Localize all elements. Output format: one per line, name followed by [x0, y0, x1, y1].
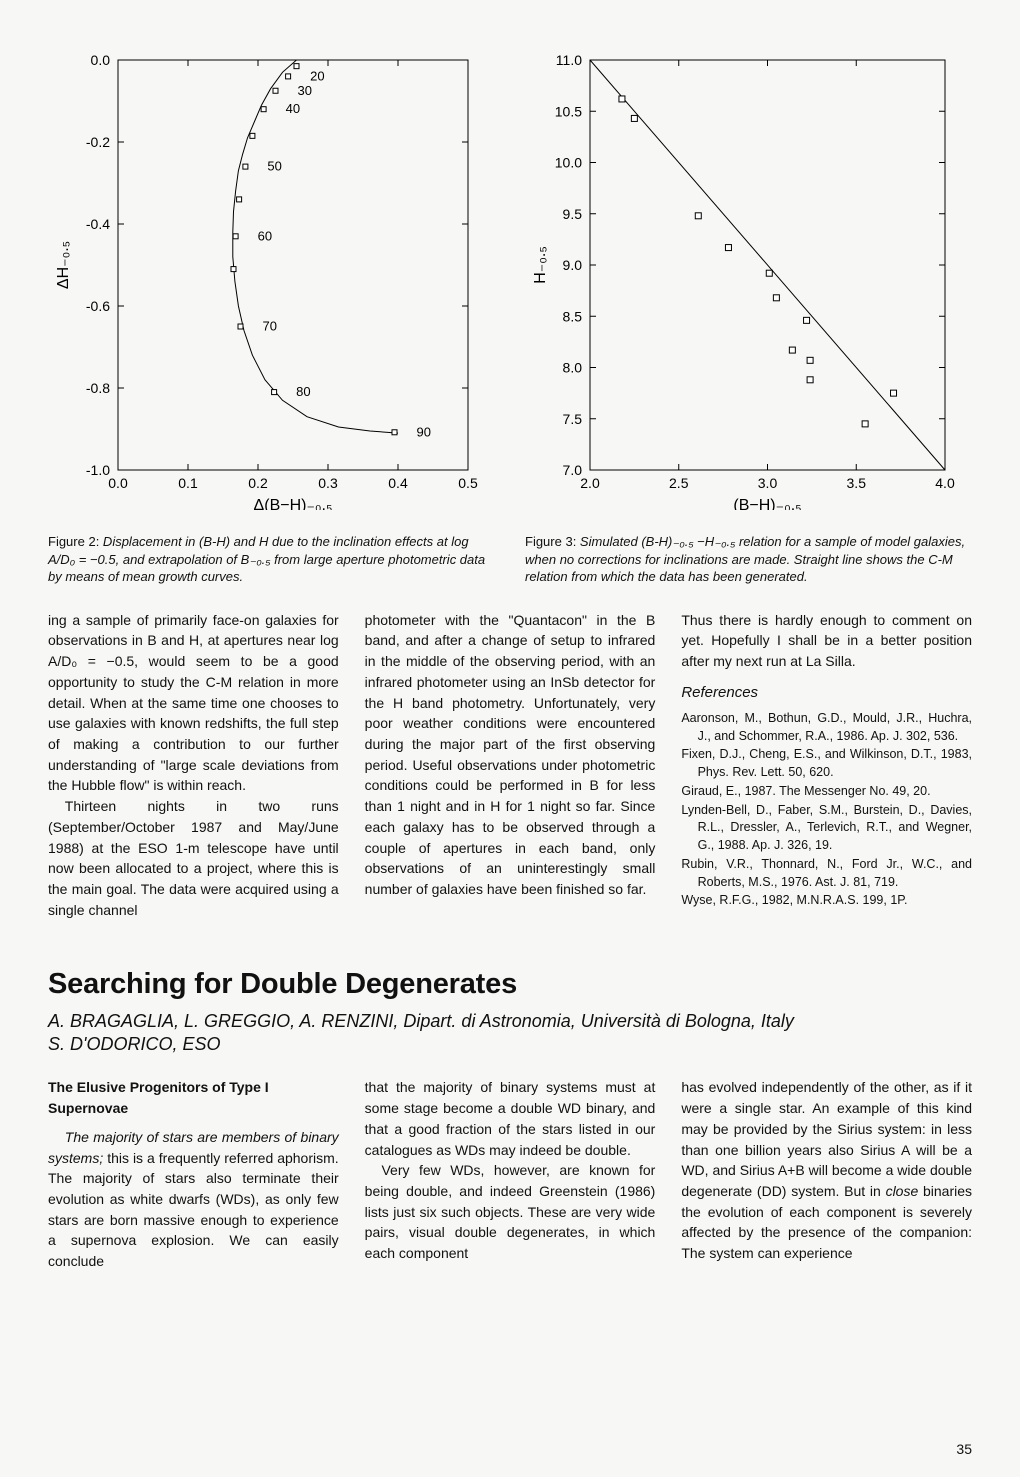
figure-captions: Figure 2: Displacement in (B-H) and H du…	[48, 525, 972, 586]
column-1: ing a sample of primarily face-on galaxi…	[48, 610, 339, 921]
figure-3-plot: 2.0 2.5 3.0 3.5 4.0 7.0 7.5 8.0 8.5 9.0 9.5 10.0 10.…	[525, 40, 965, 510]
svg-text:9.0: 9.0	[563, 257, 583, 273]
paragraph: photometer with the "Quantacon" in the B…	[365, 610, 656, 900]
italic-word: close	[886, 1183, 919, 1199]
caption-label: Figure 3:	[525, 534, 576, 549]
svg-text:0.5: 0.5	[458, 475, 478, 491]
svg-text:0.0: 0.0	[91, 52, 111, 68]
section-heading: The Elusive Progenitors of Type I Supern…	[48, 1077, 339, 1118]
svg-text:0.1: 0.1	[178, 475, 198, 491]
svg-text:4.0: 4.0	[935, 475, 955, 491]
svg-text:30: 30	[298, 83, 312, 98]
paragraph: has evolved independently of the other, …	[681, 1077, 972, 1263]
figure-2: 0.0 0.1 0.2 0.3 0.4 0.5 0.0 -0.2 -0.4 -0.6 -0.8 -1.…	[48, 40, 495, 515]
references-heading: References	[681, 682, 972, 704]
figure-3: 2.0 2.5 3.0 3.5 4.0 7.0 7.5 8.0 8.5 9.0 9.5 10.0 10.…	[525, 40, 972, 515]
svg-text:2.5: 2.5	[669, 475, 689, 491]
svg-text:60: 60	[258, 228, 272, 243]
reference-item: Aaronson, M., Bothun, G.D., Mould, J.R.,…	[681, 710, 972, 746]
text: has evolved independently of the other, …	[681, 1079, 972, 1199]
paragraph: The majority of stars are members of bin…	[48, 1127, 339, 1272]
article-title: Searching for Double Degenerates	[48, 968, 972, 1001]
svg-text:80: 80	[296, 384, 310, 399]
svg-text:70: 70	[263, 319, 277, 334]
paragraph: Very few WDs, however, are known for bei…	[365, 1160, 656, 1264]
svg-text:0.3: 0.3	[318, 475, 338, 491]
paragraph: that the majority of binary systems must…	[365, 1077, 656, 1160]
svg-text:9.5: 9.5	[563, 206, 583, 222]
caption-label: Figure 2:	[48, 534, 99, 549]
figure-3-caption: Figure 3: Simulated (B-H)₋₀.₅ −H₋₀.₅ rel…	[525, 533, 972, 586]
paragraph: ing a sample of primarily face-on galaxi…	[48, 610, 339, 796]
svg-text:-0.6: -0.6	[86, 298, 110, 314]
column-3: Thus there is hardly enough to comment o…	[681, 610, 972, 921]
body-columns: ing a sample of primarily face-on galaxi…	[48, 610, 972, 921]
svg-text:Δ(B−H)₋₀.₅: Δ(B−H)₋₀.₅	[254, 497, 333, 510]
reference-item: Lynden-Bell, D., Faber, S.M., Burstein, …	[681, 802, 972, 855]
references-list: Aaronson, M., Bothun, G.D., Mould, J.R.,…	[681, 710, 972, 910]
reference-item: Wyse, R.F.G., 1982, M.N.R.A.S. 199, 1P.	[681, 892, 972, 910]
reference-item: Rubin, V.R., Thonnard, N., Ford Jr., W.C…	[681, 856, 972, 892]
svg-text:8.0: 8.0	[563, 360, 583, 376]
svg-text:8.5: 8.5	[563, 308, 583, 324]
article2-columns: The Elusive Progenitors of Type I Supern…	[48, 1077, 972, 1271]
svg-text:2.0: 2.0	[580, 475, 600, 491]
figure-2-plot: 0.0 0.1 0.2 0.3 0.4 0.5 0.0 -0.2 -0.4 -0.6 -0.8 -1.…	[48, 40, 488, 510]
svg-text:(B−H)₋₀.₅: (B−H)₋₀.₅	[733, 497, 801, 510]
column-3: has evolved independently of the other, …	[681, 1077, 972, 1271]
svg-text:7.0: 7.0	[563, 462, 583, 478]
paragraph: Thus there is hardly enough to comment o…	[681, 610, 972, 672]
caption-text: Displacement in (B-H) and H due to the i…	[48, 534, 485, 584]
svg-text:11.0: 11.0	[556, 52, 582, 68]
figure-row: 0.0 0.1 0.2 0.3 0.4 0.5 0.0 -0.2 -0.4 -0.6 -0.8 -1.…	[48, 40, 972, 515]
svg-text:-1.0: -1.0	[86, 462, 110, 478]
svg-text:10.0: 10.0	[555, 155, 582, 171]
svg-text:3.0: 3.0	[758, 475, 778, 491]
svg-text:10.5: 10.5	[555, 103, 582, 119]
svg-text:20: 20	[310, 68, 324, 83]
article-authors: S. D'ODORICO, ESO	[48, 1034, 972, 1055]
svg-text:ΔH₋₀.₅: ΔH₋₀.₅	[55, 241, 72, 289]
reference-item: Giraud, E., 1987. The Messenger No. 49, …	[681, 783, 972, 801]
svg-text:50: 50	[267, 159, 281, 174]
figure-2-caption: Figure 2: Displacement in (B-H) and H du…	[48, 533, 495, 586]
paragraph: Thirteen nights in two runs (September/O…	[48, 796, 339, 920]
svg-text:-0.2: -0.2	[86, 134, 110, 150]
svg-text:-0.8: -0.8	[86, 380, 110, 396]
text: this is a frequently referred aphorism. …	[48, 1150, 339, 1270]
reference-item: Fixen, D.J., Cheng, E.S., and Wilkinson,…	[681, 746, 972, 782]
svg-text:H₋₀.₅: H₋₀.₅	[532, 246, 549, 284]
svg-text:90: 90	[417, 424, 431, 439]
svg-text:-0.4: -0.4	[86, 216, 110, 232]
svg-text:7.5: 7.5	[563, 411, 583, 427]
svg-text:0.4: 0.4	[388, 475, 408, 491]
svg-text:3.5: 3.5	[847, 475, 867, 491]
column-1: The Elusive Progenitors of Type I Supern…	[48, 1077, 339, 1271]
article-authors: A. BRAGAGLIA, L. GREGGIO, A. RENZINI, Di…	[48, 1011, 972, 1032]
column-2: photometer with the "Quantacon" in the B…	[365, 610, 656, 921]
svg-text:0.0: 0.0	[108, 475, 128, 491]
caption-text: Simulated (B-H)₋₀.₅ −H₋₀.₅ relation for …	[525, 534, 965, 584]
page-number: 35	[956, 1441, 972, 1457]
svg-text:40: 40	[286, 101, 300, 116]
column-2: that the majority of binary systems must…	[365, 1077, 656, 1271]
svg-text:0.2: 0.2	[248, 475, 268, 491]
